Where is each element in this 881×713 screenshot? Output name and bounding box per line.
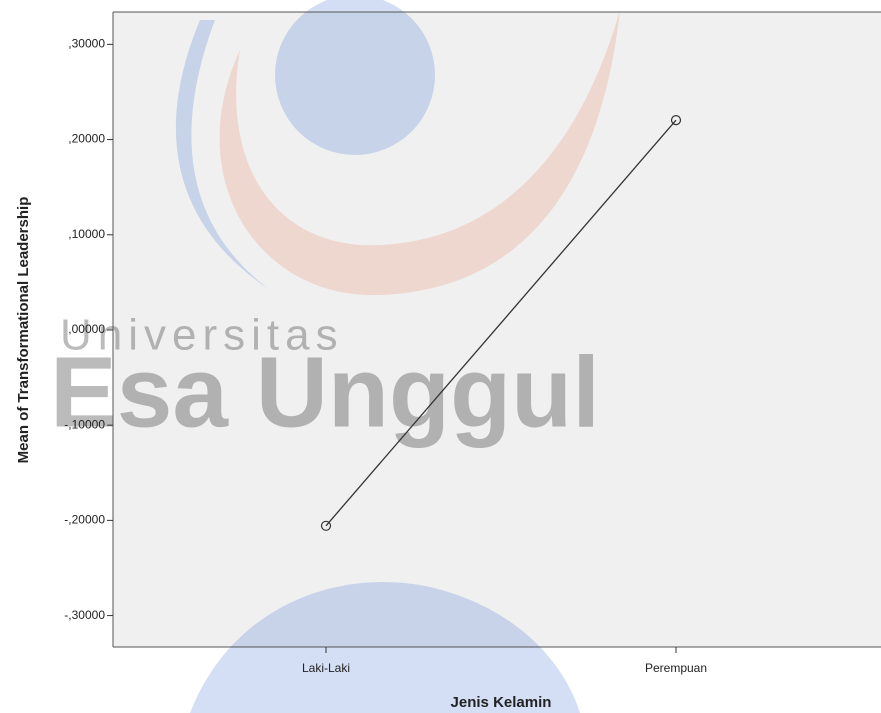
point [670, 115, 682, 126]
watermark-text: Universitas [60, 311, 344, 360]
y-tick-label: ,20000 [68, 132, 105, 146]
y-tick-label: -,30000 [64, 608, 105, 622]
y-tick-label: ,30000 [68, 37, 105, 51]
watermark-text: Esa Unggul [50, 336, 600, 448]
y-tick-label: -,10000 [64, 417, 105, 431]
x-tick-label: Laki-Laki [302, 661, 350, 675]
y-tick-label: -,20000 [64, 513, 105, 527]
y-axis-label: Mean of Transformational Leadership [15, 197, 32, 464]
x-axis-label: Jenis Kelamin [451, 694, 552, 711]
line [325, 119, 677, 527]
y-tick-label: ,10000 [68, 227, 105, 241]
point [320, 520, 332, 531]
x-tick-label: Perempuan [645, 661, 707, 675]
plot-background [113, 12, 881, 647]
y-tick-label: ,00000 [68, 322, 105, 336]
